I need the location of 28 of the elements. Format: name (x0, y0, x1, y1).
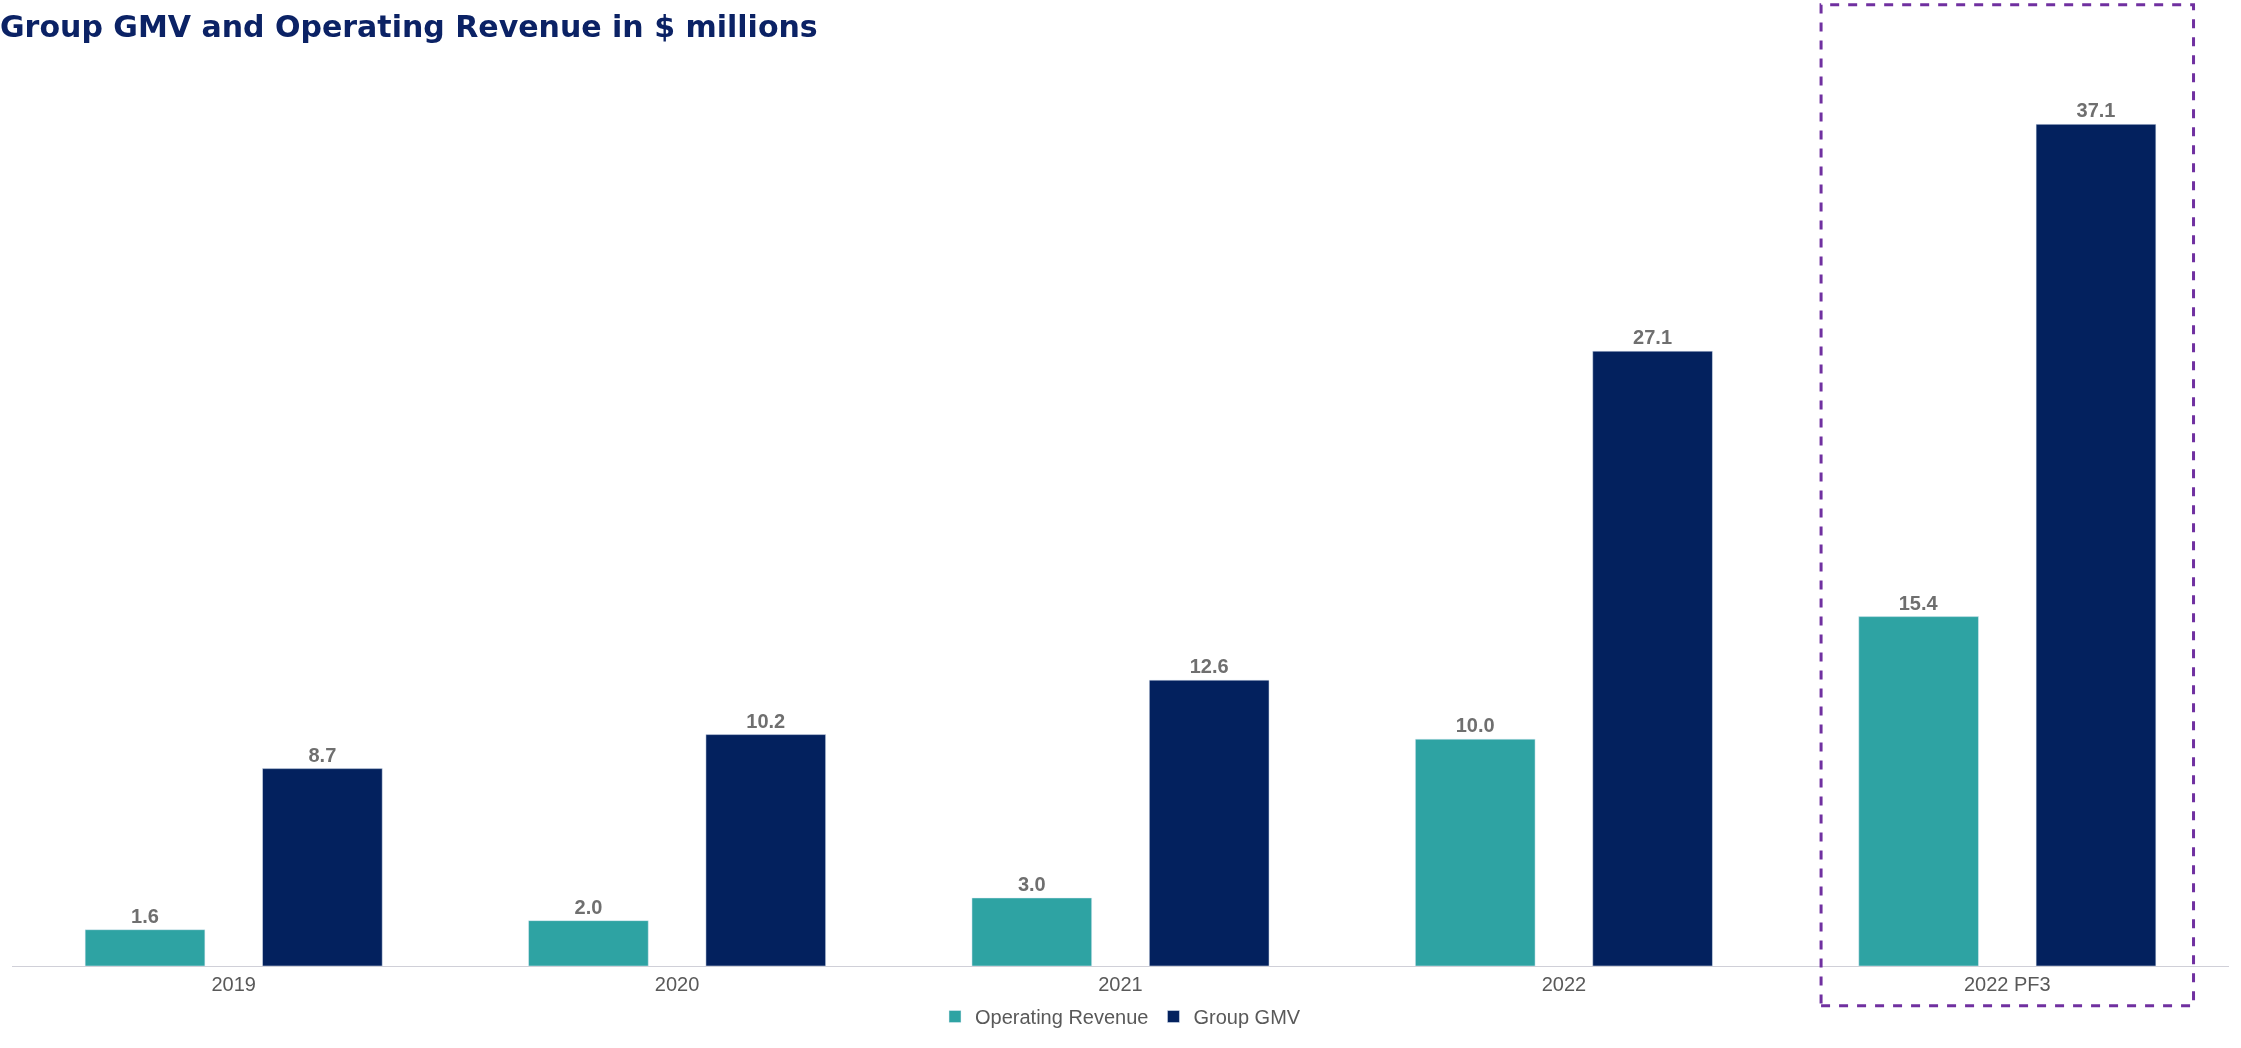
chart-title: Group GMV and Operating Revenue in $ millions (0, 8, 818, 44)
bar (528, 920, 649, 966)
data-label: 3.0 (1017, 872, 1046, 895)
bar (2035, 124, 2157, 966)
x-tick-label: 2020 (654, 973, 700, 995)
data-label: 2.0 (574, 895, 603, 918)
data-label: 27.1 (1633, 326, 1673, 349)
bar (1415, 738, 1536, 966)
data-label: 10.2 (746, 709, 786, 732)
bar (84, 929, 206, 966)
data-label: 15.4 (1898, 591, 1939, 614)
x-tick-label: 2021 (1098, 973, 1143, 995)
data-label: 12.6 (1189, 655, 1229, 678)
data-label: 8.7 (308, 743, 337, 766)
bar (262, 768, 383, 966)
x-tick-label: 2022 PF3 (1963, 973, 2051, 995)
bar (1858, 616, 1979, 966)
legend-label: Operating Revenue (975, 1006, 1149, 1029)
bar (1149, 679, 1270, 966)
bar (971, 897, 1092, 966)
data-label: 1.6 (131, 904, 159, 927)
bar (1592, 350, 1713, 966)
data-label: 37.1 (2076, 99, 2116, 122)
data-label: 10.0 (1455, 714, 1495, 737)
x-tick-label: 2022 (1541, 973, 1587, 995)
x-tick-label: 2019 (211, 973, 256, 995)
bar (705, 734, 826, 966)
legend-label: Group GMV (1193, 1006, 1301, 1029)
